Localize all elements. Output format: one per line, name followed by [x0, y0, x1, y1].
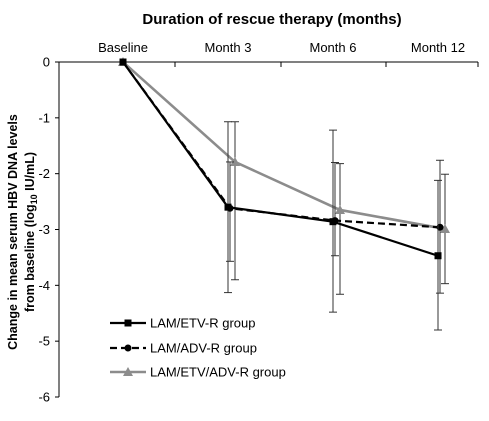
y-tick-label: -5	[38, 334, 50, 349]
legend-item-2: LAM/ADV-R group	[110, 341, 257, 356]
y-tick-label: -3	[38, 222, 50, 237]
y-tick-label: -1	[38, 110, 50, 125]
series-line	[122, 61, 446, 231]
y-axis-title-line1: Change in mean serum HBV DNA levels	[6, 114, 20, 350]
legend-swatch-marker	[124, 319, 132, 327]
data-point	[224, 203, 232, 211]
y-axis-title-2: from baseline (log10 IU/mL)	[23, 152, 39, 312]
y-tick-label: 0	[43, 55, 50, 70]
x-tick-label: Month 6	[310, 40, 357, 55]
chart-title: Duration of rescue therapy (months)	[142, 11, 401, 28]
legend: LAM/ETV-R group LAM/ADV-R group LAM/ETV/AD…	[110, 316, 286, 380]
y-axis-title-line2-post: IU/mL)	[23, 152, 37, 194]
y-tick-label: -6	[38, 390, 50, 405]
y-axis-title: Change in mean serum HBV DNA levels	[6, 114, 20, 350]
y-axis-title-line2-pre: from baseline (log	[23, 204, 37, 312]
series-2	[119, 58, 444, 294]
legend-label: LAM/ADV-R group	[150, 341, 257, 356]
legend-item-1: LAM/ETV-R group	[110, 316, 256, 331]
legend-swatch-marker	[123, 367, 133, 376]
series-3	[118, 57, 450, 295]
legend-label: LAM/ETV-R group	[150, 316, 256, 331]
x-tick-label: Baseline	[98, 40, 148, 55]
series-line	[122, 61, 441, 229]
data-point	[230, 156, 240, 166]
x-tick-label: Month 12	[411, 40, 465, 55]
y-tick-label: -4	[38, 278, 50, 293]
x-tick-label: Month 3	[205, 40, 252, 55]
legend-swatch-marker	[124, 344, 132, 352]
data-point	[434, 252, 442, 260]
plot-area: 0 -1 -2 -3 -4 -5 -6 Baseline Month 3 Month 6 Month…	[38, 40, 479, 405]
y-axis-title-line2-sub: 10	[29, 194, 39, 204]
data-point	[119, 58, 127, 66]
series-line	[122, 61, 439, 257]
data-point	[440, 223, 450, 233]
y-tick-label: -2	[38, 166, 50, 181]
legend-label: LAM/ETV/ADV-R group	[150, 365, 286, 380]
series-1	[119, 58, 442, 331]
data-point	[335, 204, 345, 214]
legend-item-3: LAM/ETV/ADV-R group	[110, 365, 286, 380]
data-point	[329, 218, 337, 226]
